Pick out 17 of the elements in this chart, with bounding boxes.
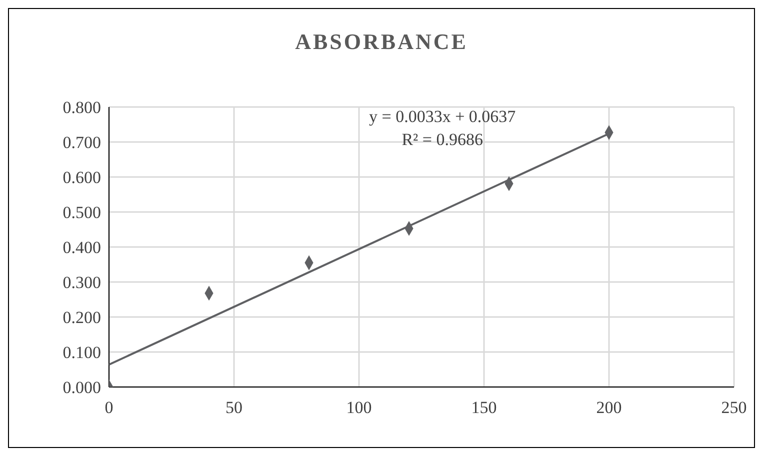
y-tick-label: 0.400	[62, 238, 101, 258]
y-tick-label: 0.300	[62, 273, 101, 292]
x-tick-label: 150	[471, 398, 497, 418]
chart-title: ABSORBANCE	[294, 29, 469, 55]
x-tick-label: 100	[346, 398, 372, 418]
y-tick-label: 0.500	[62, 203, 101, 222]
y-tick-label: 0.600	[62, 168, 101, 188]
x-tick-label: 200	[596, 398, 622, 418]
y-tick-label: 0.700	[62, 133, 101, 152]
y-tick-label: 0.100	[62, 343, 101, 362]
x-tick-label: 50	[226, 398, 242, 418]
equation-note: y = 0.0033x + 0.0637 R² = 0.9686	[369, 106, 516, 151]
x-tick-label: 250	[721, 398, 747, 418]
y-tick-label: 0.800	[62, 98, 101, 118]
y-tick-label: 0.000	[62, 378, 101, 398]
x-tick-label: 0	[104, 398, 114, 418]
y-tick-label: 0.200	[62, 308, 101, 328]
